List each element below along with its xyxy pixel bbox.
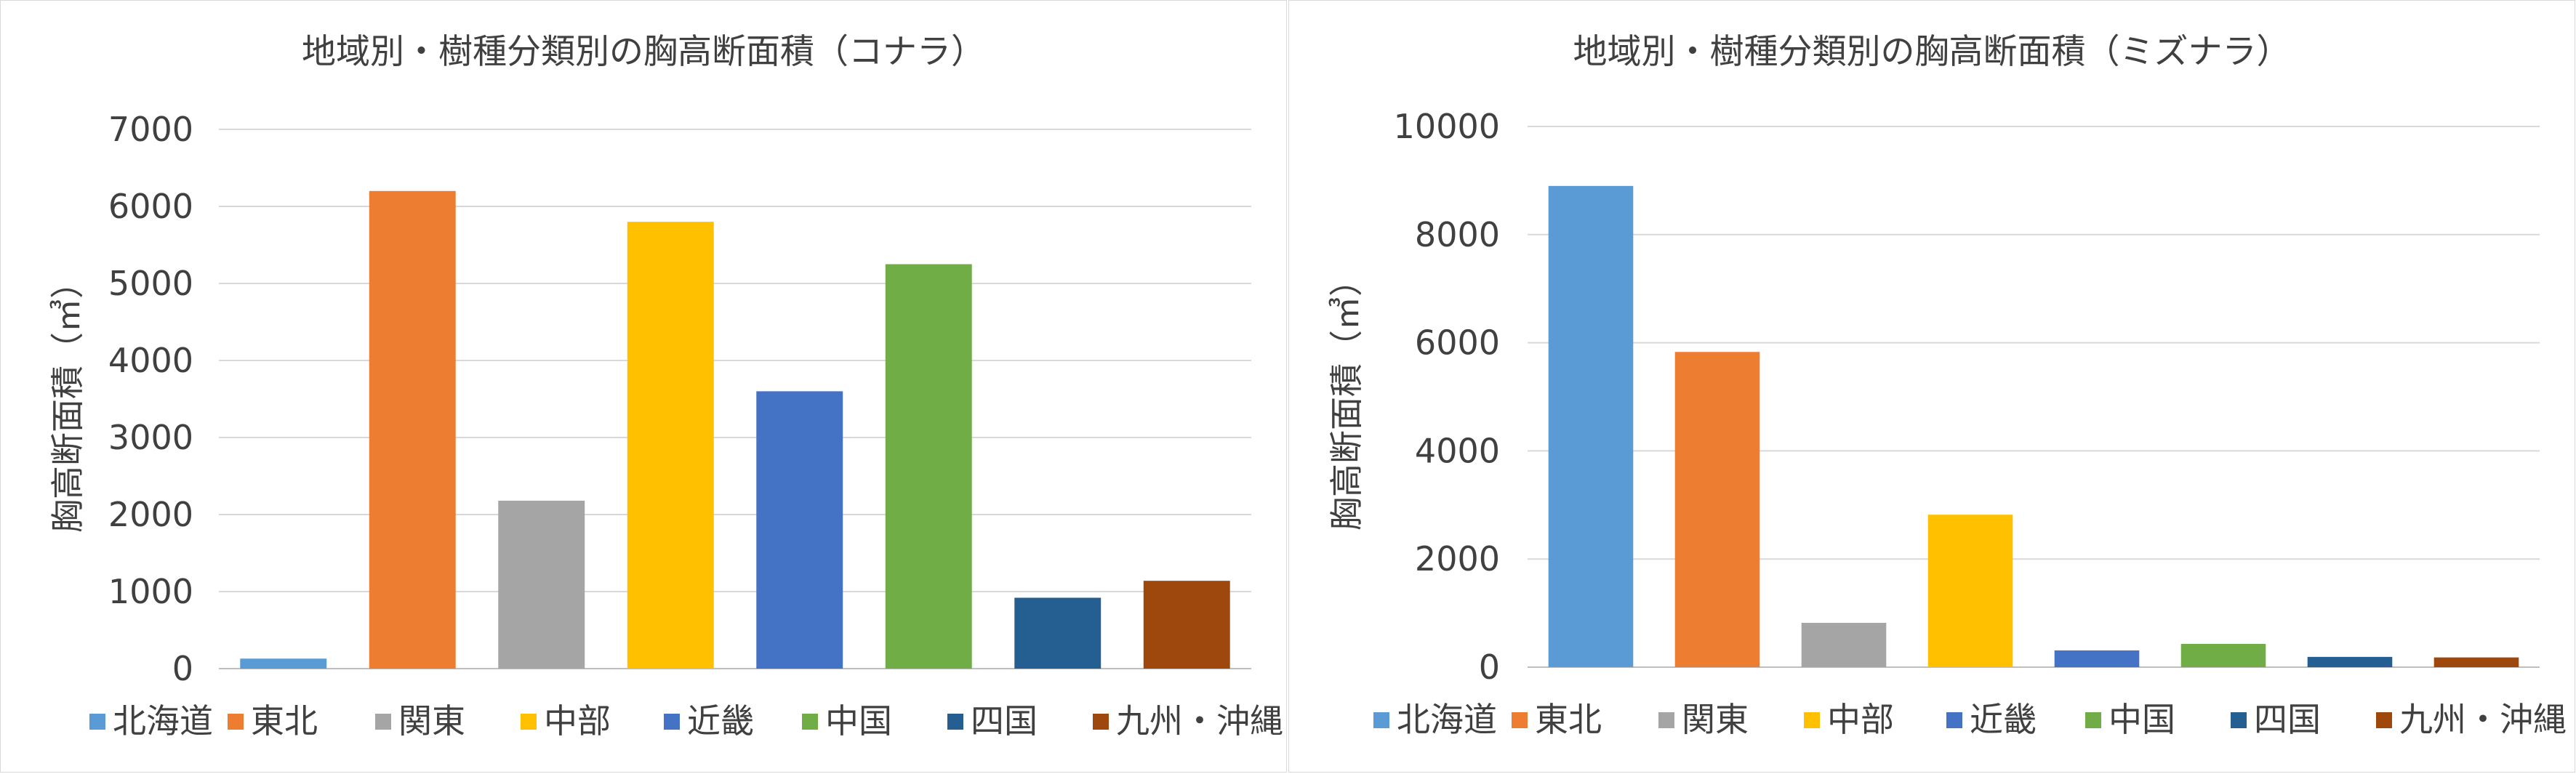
y-tick-label: 6000 [108,187,193,226]
legend-label: 近畿 [687,701,754,741]
y-tick-label: 4000 [108,341,193,380]
bar-2 [369,190,456,669]
legend-swatch [228,714,244,730]
legend-label: 中国 [2108,700,2175,739]
bar-6 [2180,644,2266,667]
legend-swatch [1946,712,1962,728]
bar-6 [885,264,972,669]
bar-7 [2307,656,2393,667]
legend-label: 中部 [1827,700,1894,739]
y-tick-label: 0 [1479,648,1500,687]
legend-swatch [1658,712,1674,728]
legend-swatch [1804,712,1820,728]
y-tick-label: 0 [172,649,193,688]
legend-swatch [1512,712,1528,728]
y-tick-label: 4000 [1415,431,1500,470]
y-tick-label: 10000 [1394,107,1500,146]
legend-swatch [947,714,963,730]
legend-swatch [802,714,818,730]
legend-swatch [521,714,537,730]
legend-swatch [2085,712,2101,728]
legend-swatch [2376,712,2392,728]
legend-swatch [1373,712,1389,728]
legend-label: 東北 [251,701,318,741]
bar-8 [1143,581,1230,669]
legend-label: 東北 [1535,700,1602,739]
legend-label: 九州・沖縄 [1116,701,1283,741]
chart-panel-konara: 地域別・樹種分類別の胸高断面積（コナラ） 0 1000 2000 3000 4000 500… [0,0,1287,773]
bar-3 [1801,622,1887,667]
legend-label: 中部 [544,701,611,741]
legend-label: 中国 [825,701,892,741]
bar-4 [627,222,714,669]
legend-swatch [89,714,105,730]
legend-label: 四国 [971,701,1038,741]
y-axis-label: 胸高断面積（㎥） [1327,263,1366,531]
legend-label: 九州・沖縄 [2399,700,2567,739]
y-axis-label: 胸高断面積（㎥） [48,265,87,533]
bar-5 [2054,650,2140,667]
y-tick-label: 3000 [108,418,193,457]
bar-5 [756,391,843,669]
legend-label: 関東 [398,701,465,741]
chart-title: 地域別・樹種分類別の胸高断面積（コナラ） [302,32,985,72]
y-tick-label: 5000 [108,264,193,303]
legend-swatch [2231,712,2247,728]
legend-swatch [664,714,680,730]
y-tick-label: 1000 [108,572,193,611]
bar-2 [1674,352,1760,667]
bar-7 [1014,597,1102,669]
chart-konara: 地域別・樹種分類別の胸高断面積（コナラ） 0 1000 2000 3000 4000 500… [48,32,1283,741]
legend-label: 北海道 [1397,700,1497,739]
bar-4 [1927,515,2013,667]
y-tick-label: 7000 [108,110,193,149]
legend-label: 北海道 [113,701,213,741]
y-tick-label: 2000 [108,495,193,534]
chart-panel-mizunara: 地域別・樹種分類別の胸高断面積（ミズナラ） 0 2000 4000 6000 8000 10… [1288,0,2575,773]
y-tick-label: 6000 [1415,323,1500,363]
legend-swatch [1093,714,1109,730]
chart-title: 地域別・樹種分類別の胸高断面積（ミズナラ） [1573,32,2291,72]
legend-label: 近畿 [1970,700,2037,739]
y-tick-label: 2000 [1415,539,1500,579]
bar-1 [240,658,327,669]
bar-1 [1548,185,1634,668]
y-tick-label: 8000 [1415,215,1500,254]
legend-swatch [375,714,391,730]
bar-8 [2433,657,2519,667]
legend-label: 関東 [1682,700,1749,739]
bar-3 [498,500,585,669]
chart-mizunara: 地域別・樹種分類別の胸高断面積（ミズナラ） 0 2000 4000 6000 8000 10… [1327,32,2567,739]
legend-label: 四国 [2254,700,2321,739]
